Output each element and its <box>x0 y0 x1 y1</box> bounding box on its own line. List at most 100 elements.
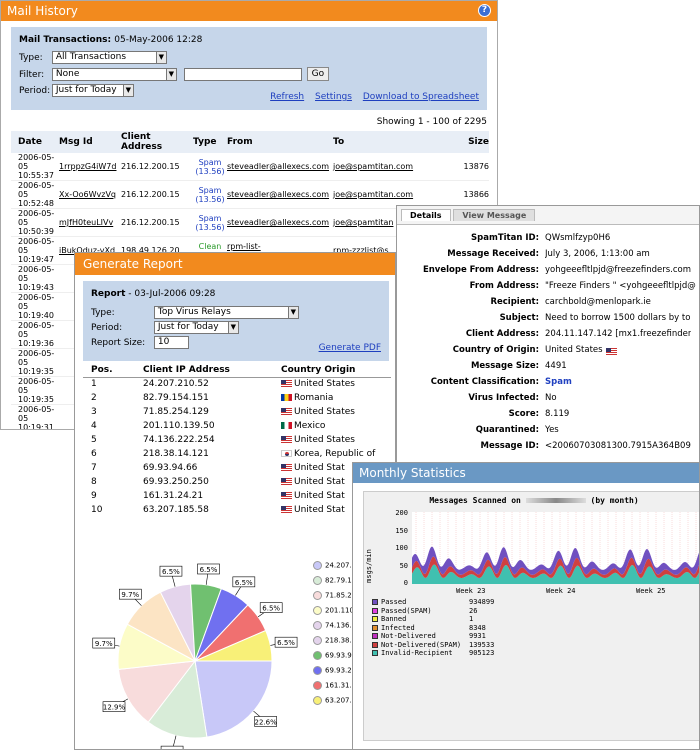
report-pos: 7 <box>91 463 97 473</box>
pie-legend-item: 24.207. <box>313 561 376 576</box>
monthly-chart-title-pre: Messages Scanned on <box>429 496 521 505</box>
detail-value: 8.119 <box>545 409 570 419</box>
pie-label: 6.5% <box>274 636 298 648</box>
monthly-legend-item: Not-Delivered(SPAM) 139533 <box>372 641 494 650</box>
report-country: United Stat <box>294 477 345 487</box>
y-tick-label: 100 <box>395 544 408 552</box>
report-row: 5 74.136.222.254 United States <box>83 433 391 447</box>
report-row: 3 71.85.254.129 United States <box>83 405 391 419</box>
us-flag-icon <box>281 408 292 415</box>
help-icon[interactable]: ? <box>478 4 491 17</box>
pie-slice <box>194 660 273 738</box>
col-to[interactable]: To <box>333 137 345 147</box>
report-country: United Stat <box>294 505 345 515</box>
report-pos: 9 <box>91 491 97 501</box>
report-ip: 71.85.254.129 <box>143 407 209 417</box>
legend-label: 74.136. <box>325 621 352 630</box>
report-size-label: Report Size: <box>91 338 146 348</box>
table-row[interactable]: 2006-05-05 10:19:31 <box>11 405 489 429</box>
row-msgid[interactable]: 1rrppzG4iW7d <box>59 162 117 171</box>
report-country: United States <box>294 435 355 445</box>
pie-legend-item: 218.38. <box>313 636 376 651</box>
report-ip: 161.31.24.21 <box>143 491 204 501</box>
row-msgid[interactable]: mJfH0teuLIVv <box>59 218 114 227</box>
col-msgid[interactable]: Msg Id <box>59 137 93 147</box>
detail-value: No <box>545 393 557 403</box>
report-ip: 69.93.250.250 <box>143 477 209 487</box>
monthly-stats-window: Monthly Statistics Messages Scanned on (… <box>352 462 700 750</box>
settings-link[interactable]: Settings <box>315 92 352 102</box>
svg-text:12.9%: 12.9% <box>161 748 184 750</box>
tab-details[interactable]: Details <box>401 209 451 221</box>
type-select[interactable]: All Transactions ▼ <box>51 51 167 64</box>
report-ip: 218.38.14.121 <box>143 449 209 459</box>
report-type-select[interactable]: Top Virus Relays ▼ <box>153 306 299 319</box>
report-pos: 3 <box>91 407 97 417</box>
svg-text:22.6%: 22.6% <box>255 718 278 726</box>
report-options-panel: Report - 03-Jul-2006 09:28 Type: Top Vir… <box>83 281 389 361</box>
legend-label: 63.207.185.58 <box>325 696 377 705</box>
row-to[interactable]: rpm-zzzlist@s <box>333 246 389 255</box>
col-client[interactable]: Client Address <box>121 132 163 152</box>
transactions-date: 05-May-2006 12:28 <box>114 35 203 45</box>
report-country: Korea, Republic of <box>294 449 376 459</box>
detail-row: Recipient: carchbold@menlopark.ie <box>397 297 699 313</box>
legend-swatch <box>313 636 322 645</box>
row-from[interactable]: steveadler@allexecs.com <box>227 218 330 227</box>
row-date: 2006-05-05 10:55:37 <box>18 153 55 180</box>
report-size-input[interactable]: 10 <box>153 336 189 349</box>
detail-row: Subject: Need to borrow 1500 dollars by t… <box>397 313 699 329</box>
week-label: Week 23 <box>456 587 486 595</box>
row-to[interactable]: joe@spamtitan.com <box>333 162 414 171</box>
download-link[interactable]: Download to Spreadsheet <box>362 92 479 102</box>
tab-view-message[interactable]: View Message <box>453 209 536 221</box>
col-pos: Pos. <box>91 365 113 376</box>
report-ip: 82.79.154.151 <box>143 393 209 403</box>
legend-series-name: Passed <box>381 598 407 606</box>
row-client: 216.12.200.15 <box>121 190 180 199</box>
period-label: Period: <box>19 86 51 96</box>
legend-series-value: 905123 <box>469 649 495 657</box>
filter-text-input[interactable] <box>183 67 302 81</box>
us-flag-icon <box>605 348 617 355</box>
legend-series-value: 26 <box>469 606 478 615</box>
row-msgid[interactable]: iBukOduz-vXd <box>59 246 116 255</box>
detail-label: Content Classification: <box>430 377 539 387</box>
row-from[interactable]: steveadler@allexecs.com <box>227 190 330 199</box>
report-country: Romania <box>294 393 334 403</box>
legend-swatch <box>372 641 378 648</box>
legend-series-name: Not-Delivered(SPAM) <box>381 640 462 649</box>
detail-value: Need to borrow 1500 dollars by to <box>545 313 691 323</box>
table-row[interactable]: 2006-05-05 10:50:39 mJfH0teuLIVv 216.12.20… <box>11 209 489 237</box>
detail-value: July 3, 2006, 1:13:00 am <box>545 249 650 259</box>
col-size[interactable]: Size <box>468 137 489 147</box>
period-select[interactable]: Just for Today ▼ <box>51 84 134 97</box>
filter-select[interactable]: None ▼ <box>51 67 177 81</box>
row-to[interactable]: joe@spamtitan.com <box>333 190 414 199</box>
redacted-host <box>525 498 586 503</box>
table-row[interactable]: 2006-05-05 10:52:48 Xx-Oo6WvzVq 216.12.200… <box>11 181 489 209</box>
legend-swatch <box>313 696 322 705</box>
monthly-window-title: Monthly Statistics <box>359 466 466 480</box>
detail-value: United States <box>545 345 603 355</box>
report-period-select[interactable]: Just for Today ▼ <box>153 321 239 334</box>
col-type[interactable]: Type <box>193 137 217 147</box>
table-row[interactable]: 2006-05-05 10:55:37 1rrppzG4iW7d 216.12.20… <box>11 153 489 181</box>
us-flag-icon <box>281 492 292 499</box>
legend-swatch <box>313 561 322 570</box>
row-from[interactable]: steveadler@allexecs.com <box>227 162 330 171</box>
detail-label: Message Size: <box>470 361 539 371</box>
row-msgid[interactable]: Xx-Oo6WvzVq <box>59 190 116 199</box>
col-date[interactable]: Date <box>18 137 42 147</box>
svg-text:6.5%: 6.5% <box>162 568 180 576</box>
row-to[interactable]: joe@spamtitan <box>333 218 394 227</box>
report-row: 9 161.31.24.21 United Stat <box>83 489 391 503</box>
legend-series-value: 8348 <box>469 623 486 632</box>
legend-label: 69.93.9 <box>325 651 352 660</box>
col-from[interactable]: From <box>227 137 253 147</box>
refresh-link[interactable]: Refresh <box>270 92 305 102</box>
go-button[interactable]: Go <box>306 67 330 81</box>
generate-pdf-link[interactable]: Generate PDF <box>318 343 381 353</box>
detail-row: Country of Origin: United States <box>397 345 699 361</box>
